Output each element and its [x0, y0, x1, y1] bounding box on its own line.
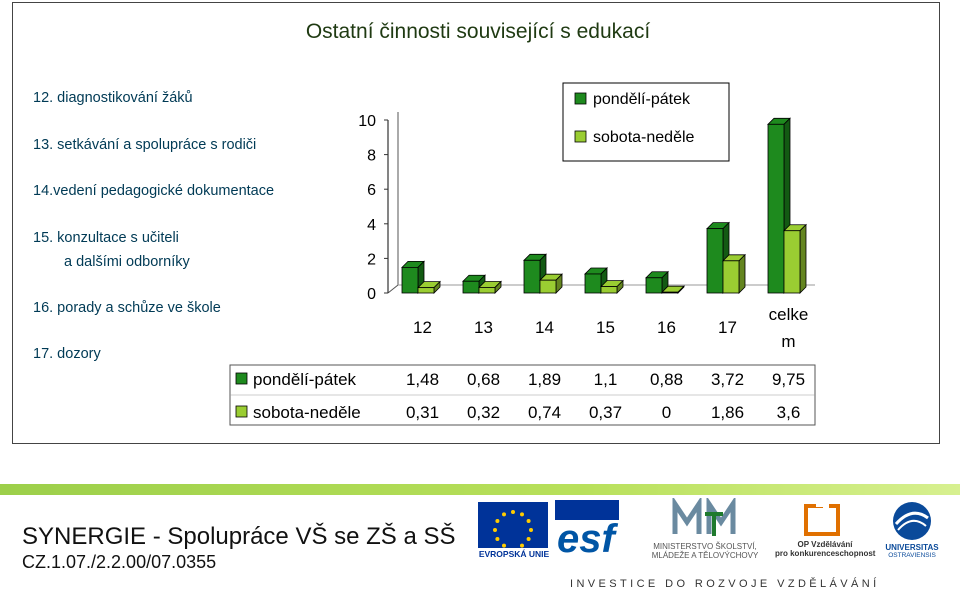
y-tick-label: 10 [358, 113, 376, 130]
eu-flag-logo [478, 502, 548, 548]
msmt-logo [672, 498, 736, 536]
activity-item-13: 13. setkávání a spolupráce s rodiči [33, 137, 257, 153]
bar-sobota-nedele-5 [722, 253, 746, 294]
table-value-0-6: 9,75 [772, 370, 805, 389]
activity-item-15-cont: a dalšími odborníky [64, 254, 190, 270]
bar-sobota-nedele-0 [417, 280, 441, 294]
legend-label-1: sobota-neděle [593, 129, 695, 146]
bar-sobota-nedele-6 [783, 223, 807, 294]
bar-pondeli-patek-5-front [706, 228, 724, 294]
esf-logo: esf [555, 500, 619, 558]
bar-sobota-nedele-2 [539, 273, 563, 294]
x-category-label-1: 13 [474, 318, 493, 337]
uni-caption-2: OSTRAVIENSIS [888, 552, 936, 559]
table-value-0-3: 1,1 [594, 370, 618, 389]
legend-label-0: pondělí-pátek [593, 91, 691, 108]
table-value-1-0: 0,31 [406, 403, 439, 422]
y-tick-label: 2 [367, 251, 376, 268]
y-tick-label: 4 [367, 217, 376, 234]
x-category-label-2: 14 [535, 318, 554, 337]
bar-sobota-nedele-5-shade [739, 254, 745, 293]
esf-logo-text: esf [557, 517, 618, 558]
op-logo [804, 501, 840, 536]
bar-sobota-nedele-4-shade [678, 286, 684, 293]
bar-pondeli-patek-1-front [462, 280, 480, 294]
activity-item-14: 14.vedení pedagogické dokumentace [33, 183, 275, 199]
table-legend-swatch-1 [235, 405, 248, 418]
op-caption-1: OP Vzdělávání [797, 540, 853, 549]
x-category-label-3: 15 [596, 318, 615, 337]
bar-sobota-nedele-6-front [783, 230, 801, 294]
table-value-1-1: 0,32 [467, 403, 500, 422]
bar-pondeli-patek-0 [401, 260, 425, 294]
bar-pondeli-patek-0-front [401, 266, 419, 294]
table-series-name-1: sobota-neděle [253, 403, 361, 422]
x-category-label-6-line2: m [781, 332, 795, 351]
x-category-label-6: celke [769, 305, 809, 324]
table-value-0-2: 1,89 [528, 370, 561, 389]
legend-box [562, 82, 730, 162]
bar-sobota-nedele-4 [661, 285, 685, 294]
slogan: INVESTICE DO ROZVOJE VZDĚLÁVÁNÍ [570, 578, 880, 590]
y-tick-label: 0 [367, 286, 376, 303]
footer-stripe [0, 484, 960, 495]
activity-item-17: 17. dozory [33, 346, 101, 362]
bar-sobota-nedele-6-shade [800, 224, 806, 293]
x-category-label-4: 16 [657, 318, 676, 337]
activity-item-16: 16. porady a schůze ve škole [33, 300, 221, 316]
table-value-0-1: 0,68 [467, 370, 500, 389]
legend-swatch-0 [574, 92, 587, 105]
bar-pondeli-patek-3-front [584, 273, 602, 294]
bar-sobota-nedele-0-front [417, 287, 435, 294]
bar-sobota-nedele-5-front [722, 260, 740, 294]
table-value-0-0: 1,48 [406, 370, 439, 389]
table-value-0-4: 0,88 [650, 370, 683, 389]
bar-sobota-nedele-3-front [600, 286, 618, 294]
bar-sobota-nedele-3-shade [617, 280, 623, 293]
table-value-1-5: 1,86 [711, 403, 744, 422]
bar-sobota-nedele-1-front [478, 287, 496, 294]
table-value-1-4: 0 [662, 403, 671, 422]
eu-caption: EVROPSKÁ UNIE [478, 549, 550, 559]
legend-swatch-1 [574, 130, 587, 143]
bar-pondeli-patek-4-front [645, 277, 663, 294]
y-tick-label: 8 [367, 148, 376, 165]
uni-caption-1: UNIVERSITAS [885, 543, 939, 552]
bar-sobota-nedele-1-shade [495, 281, 501, 293]
msmt-caption-1: MINISTERSTVO ŠKOLSTVÍ, [653, 542, 757, 551]
project-name: SYNERGIE - Spolupráce VŠ se ZŠ a SŠ [22, 523, 456, 550]
y-tick-label: 6 [367, 182, 376, 199]
table-legend-swatch-0 [235, 372, 248, 385]
bar-sobota-nedele-1 [478, 280, 502, 294]
bar-sobota-nedele-2-front [539, 279, 557, 294]
table-value-1-6: 3,6 [777, 403, 801, 422]
bar-sobota-nedele-3 [600, 279, 624, 294]
activity-item-12: 12. diagnostikování žáků [33, 90, 193, 106]
activity-item-15: 15. konzultace s učiteli [33, 230, 179, 246]
bar-pondeli-patek-2-front [523, 259, 541, 294]
bar-sobota-nedele-0-shade [434, 281, 440, 293]
x-category-label-5: 17 [718, 318, 737, 337]
table-value-1-3: 0,37 [589, 403, 622, 422]
msmt-caption-2: MLÁDEŽE A TĚLOVÝCHOVY [651, 551, 759, 560]
bar-sobota-nedele-2-shade [556, 274, 562, 293]
table-series-name-0: pondělí-pátek [253, 370, 357, 389]
table-value-1-2: 0,74 [528, 403, 561, 422]
bar-sobota-nedele-4-front [661, 291, 679, 294]
page-title: Ostatní činnosti související s edukací [305, 20, 651, 43]
university-logo [893, 502, 931, 540]
project-code: CZ.1.07./2.2.00/07.0355 [22, 552, 217, 572]
x-category-label-0: 12 [413, 318, 432, 337]
chart-back-wall [387, 112, 399, 294]
table-value-0-5: 3,72 [711, 370, 744, 389]
op-caption-2: pro konkurenceschopnost [775, 549, 876, 558]
bar-pondeli-patek-6-front [767, 123, 785, 294]
